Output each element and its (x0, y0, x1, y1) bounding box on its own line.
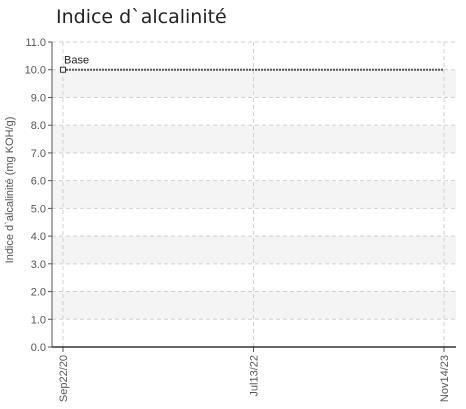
axes (48, 41, 456, 352)
annotation-label: Base (64, 55, 89, 67)
chart-title: Indice d`alcalinité (56, 6, 227, 28)
x-tick-label: Nov14/23 (439, 355, 451, 402)
y-tick-label: 0.0 (31, 342, 46, 354)
y-tick-label: 3.0 (31, 259, 46, 271)
y-tick-label: 10.0 (25, 65, 46, 77)
y-tick-label: 5.0 (31, 203, 46, 215)
y-tick-label: 1.0 (31, 314, 46, 326)
x-tick-label: Jul13/22 (249, 355, 261, 397)
y-tick-label: 11.0 (25, 37, 46, 49)
y-tick-label: 7.0 (31, 148, 46, 160)
y-axis-label: Indice d`alcalinité (mg KOH/g) (4, 117, 16, 264)
y-tick-label: 8.0 (31, 120, 46, 132)
y-ticks: 0.0 1.0 2.0 3.0 4.0 5.0 6.0 7.0 8.0 9.0 10.0 11.0 (25, 37, 46, 354)
grid-lines (52, 41, 456, 347)
x-ticks: Sep22/20 Jul13/22 Nov14/23 (58, 355, 451, 402)
series-point-marker (60, 66, 66, 73)
y-tick-label: 9.0 (31, 92, 46, 104)
y-tick-label: 2.0 (31, 287, 46, 299)
y-tick-label: 6.0 (31, 176, 46, 188)
series: Base (60, 55, 444, 73)
y-tick-label: 4.0 (31, 231, 46, 243)
x-tick-label: Sep22/20 (58, 355, 70, 402)
